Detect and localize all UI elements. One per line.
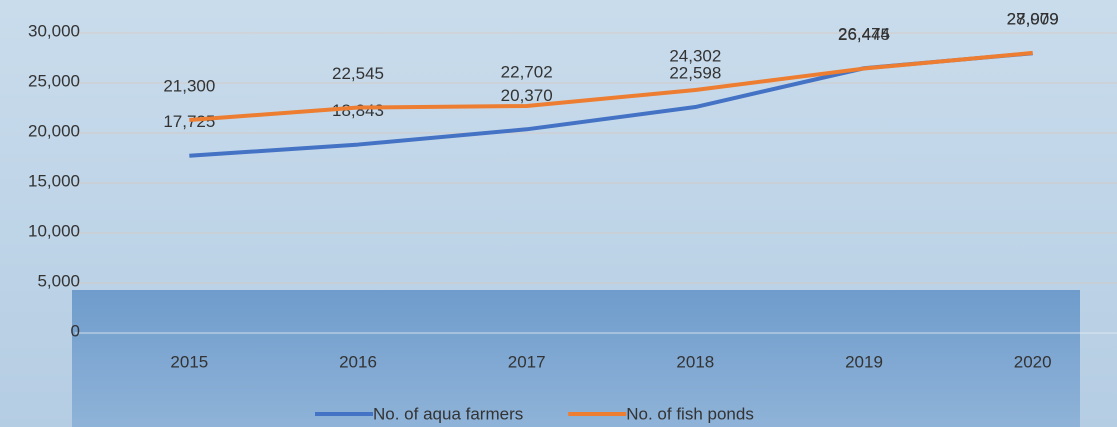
data-label: 22,545 bbox=[332, 64, 384, 83]
data-label: 26,445 bbox=[838, 25, 890, 44]
y-tick-label: 5,000 bbox=[37, 271, 80, 290]
x-tick-label: 2020 bbox=[1014, 352, 1052, 371]
x-tick-label: 2016 bbox=[339, 352, 377, 371]
y-tick-label: 0 bbox=[71, 321, 80, 340]
data-label: 22,598 bbox=[669, 64, 721, 83]
data-label: 20,370 bbox=[501, 86, 553, 105]
y-tick-label: 20,000 bbox=[28, 121, 80, 140]
x-tick-label: 2015 bbox=[170, 352, 208, 371]
legend-label: No. of aqua farmers bbox=[373, 404, 523, 423]
background-panel bbox=[72, 290, 1080, 427]
x-tick-label: 2019 bbox=[845, 352, 883, 371]
legend-label: No. of fish ponds bbox=[626, 404, 754, 423]
chart: 0 5,000 10,000 15,000 20,000 25,000 30,000 2015… bbox=[0, 0, 1117, 427]
y-tick-label: 10,000 bbox=[28, 221, 80, 240]
x-tick-label: 2018 bbox=[676, 352, 714, 371]
data-label: 28,009 bbox=[1007, 9, 1059, 28]
y-tick-label: 25,000 bbox=[28, 71, 80, 90]
data-label: 21,300 bbox=[163, 76, 215, 95]
data-label: 22,702 bbox=[501, 62, 553, 81]
page: 0 5,000 10,000 15,000 20,000 25,000 30,000 2015… bbox=[0, 0, 1117, 427]
x-tick-label: 2017 bbox=[508, 352, 546, 371]
y-tick-label: 15,000 bbox=[28, 171, 80, 190]
y-tick-label: 30,000 bbox=[28, 21, 80, 40]
data-label: 17,725 bbox=[163, 112, 215, 131]
data-label: 24,302 bbox=[669, 46, 721, 65]
